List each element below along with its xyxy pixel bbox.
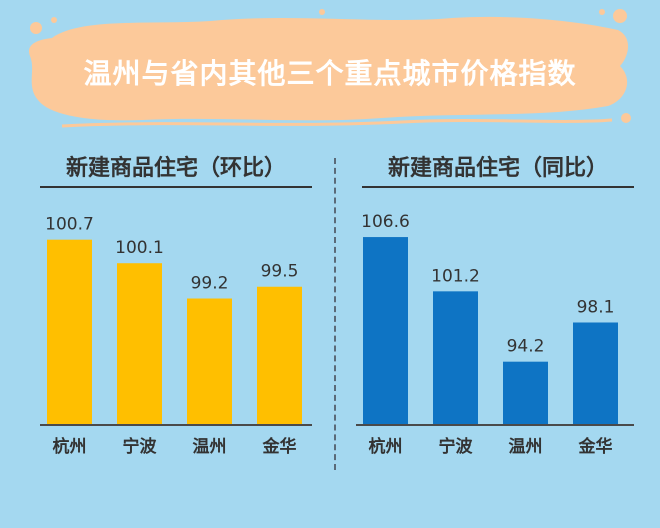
right-chart-baseline (356, 424, 634, 426)
category-label-1-0: 杭州 (369, 436, 403, 457)
value-label-0-0: 100.7 (45, 215, 94, 235)
category-label-0-0: 杭州 (53, 436, 87, 457)
value-label-1-0: 106.6 (361, 212, 410, 232)
right-chart-title: 新建商品住宅（同比） (362, 150, 634, 188)
bar-0-2 (187, 298, 232, 424)
value-label-0-2: 99.2 (191, 274, 229, 294)
value-label-1-3: 98.1 (577, 297, 615, 317)
banner-shape (28, 9, 631, 128)
bar-1-1 (433, 291, 478, 424)
bar-1-2 (503, 361, 548, 424)
category-label-1-2: 温州 (509, 437, 543, 457)
left-chart-baseline (40, 424, 312, 426)
category-label-0-1: 宁波 (123, 436, 158, 457)
category-label-0-3: 金华 (262, 436, 297, 457)
bar-0-0 (47, 239, 92, 424)
value-label-0-1: 100.1 (115, 238, 164, 258)
value-label-0-3: 99.5 (261, 262, 299, 282)
bar-1-0 (363, 237, 408, 424)
bar-1-3 (573, 322, 618, 424)
bar-0-1 (117, 263, 162, 424)
banner-title: 温州与省内其他三个重点城市价格指数 (83, 57, 577, 90)
category-label-1-3: 金华 (578, 436, 613, 457)
panel-divider (334, 158, 336, 470)
title-banner: 温州与省内其他三个重点城市价格指数 (22, 8, 638, 130)
category-label-1-1: 宁波 (439, 436, 474, 457)
value-label-1-2: 94.2 (507, 337, 545, 357)
value-label-1-1: 101.2 (431, 266, 480, 286)
left-chart-title: 新建商品住宅（环比） (40, 150, 312, 188)
bar-0-3 (257, 286, 302, 424)
category-label-0-2: 温州 (193, 437, 227, 457)
